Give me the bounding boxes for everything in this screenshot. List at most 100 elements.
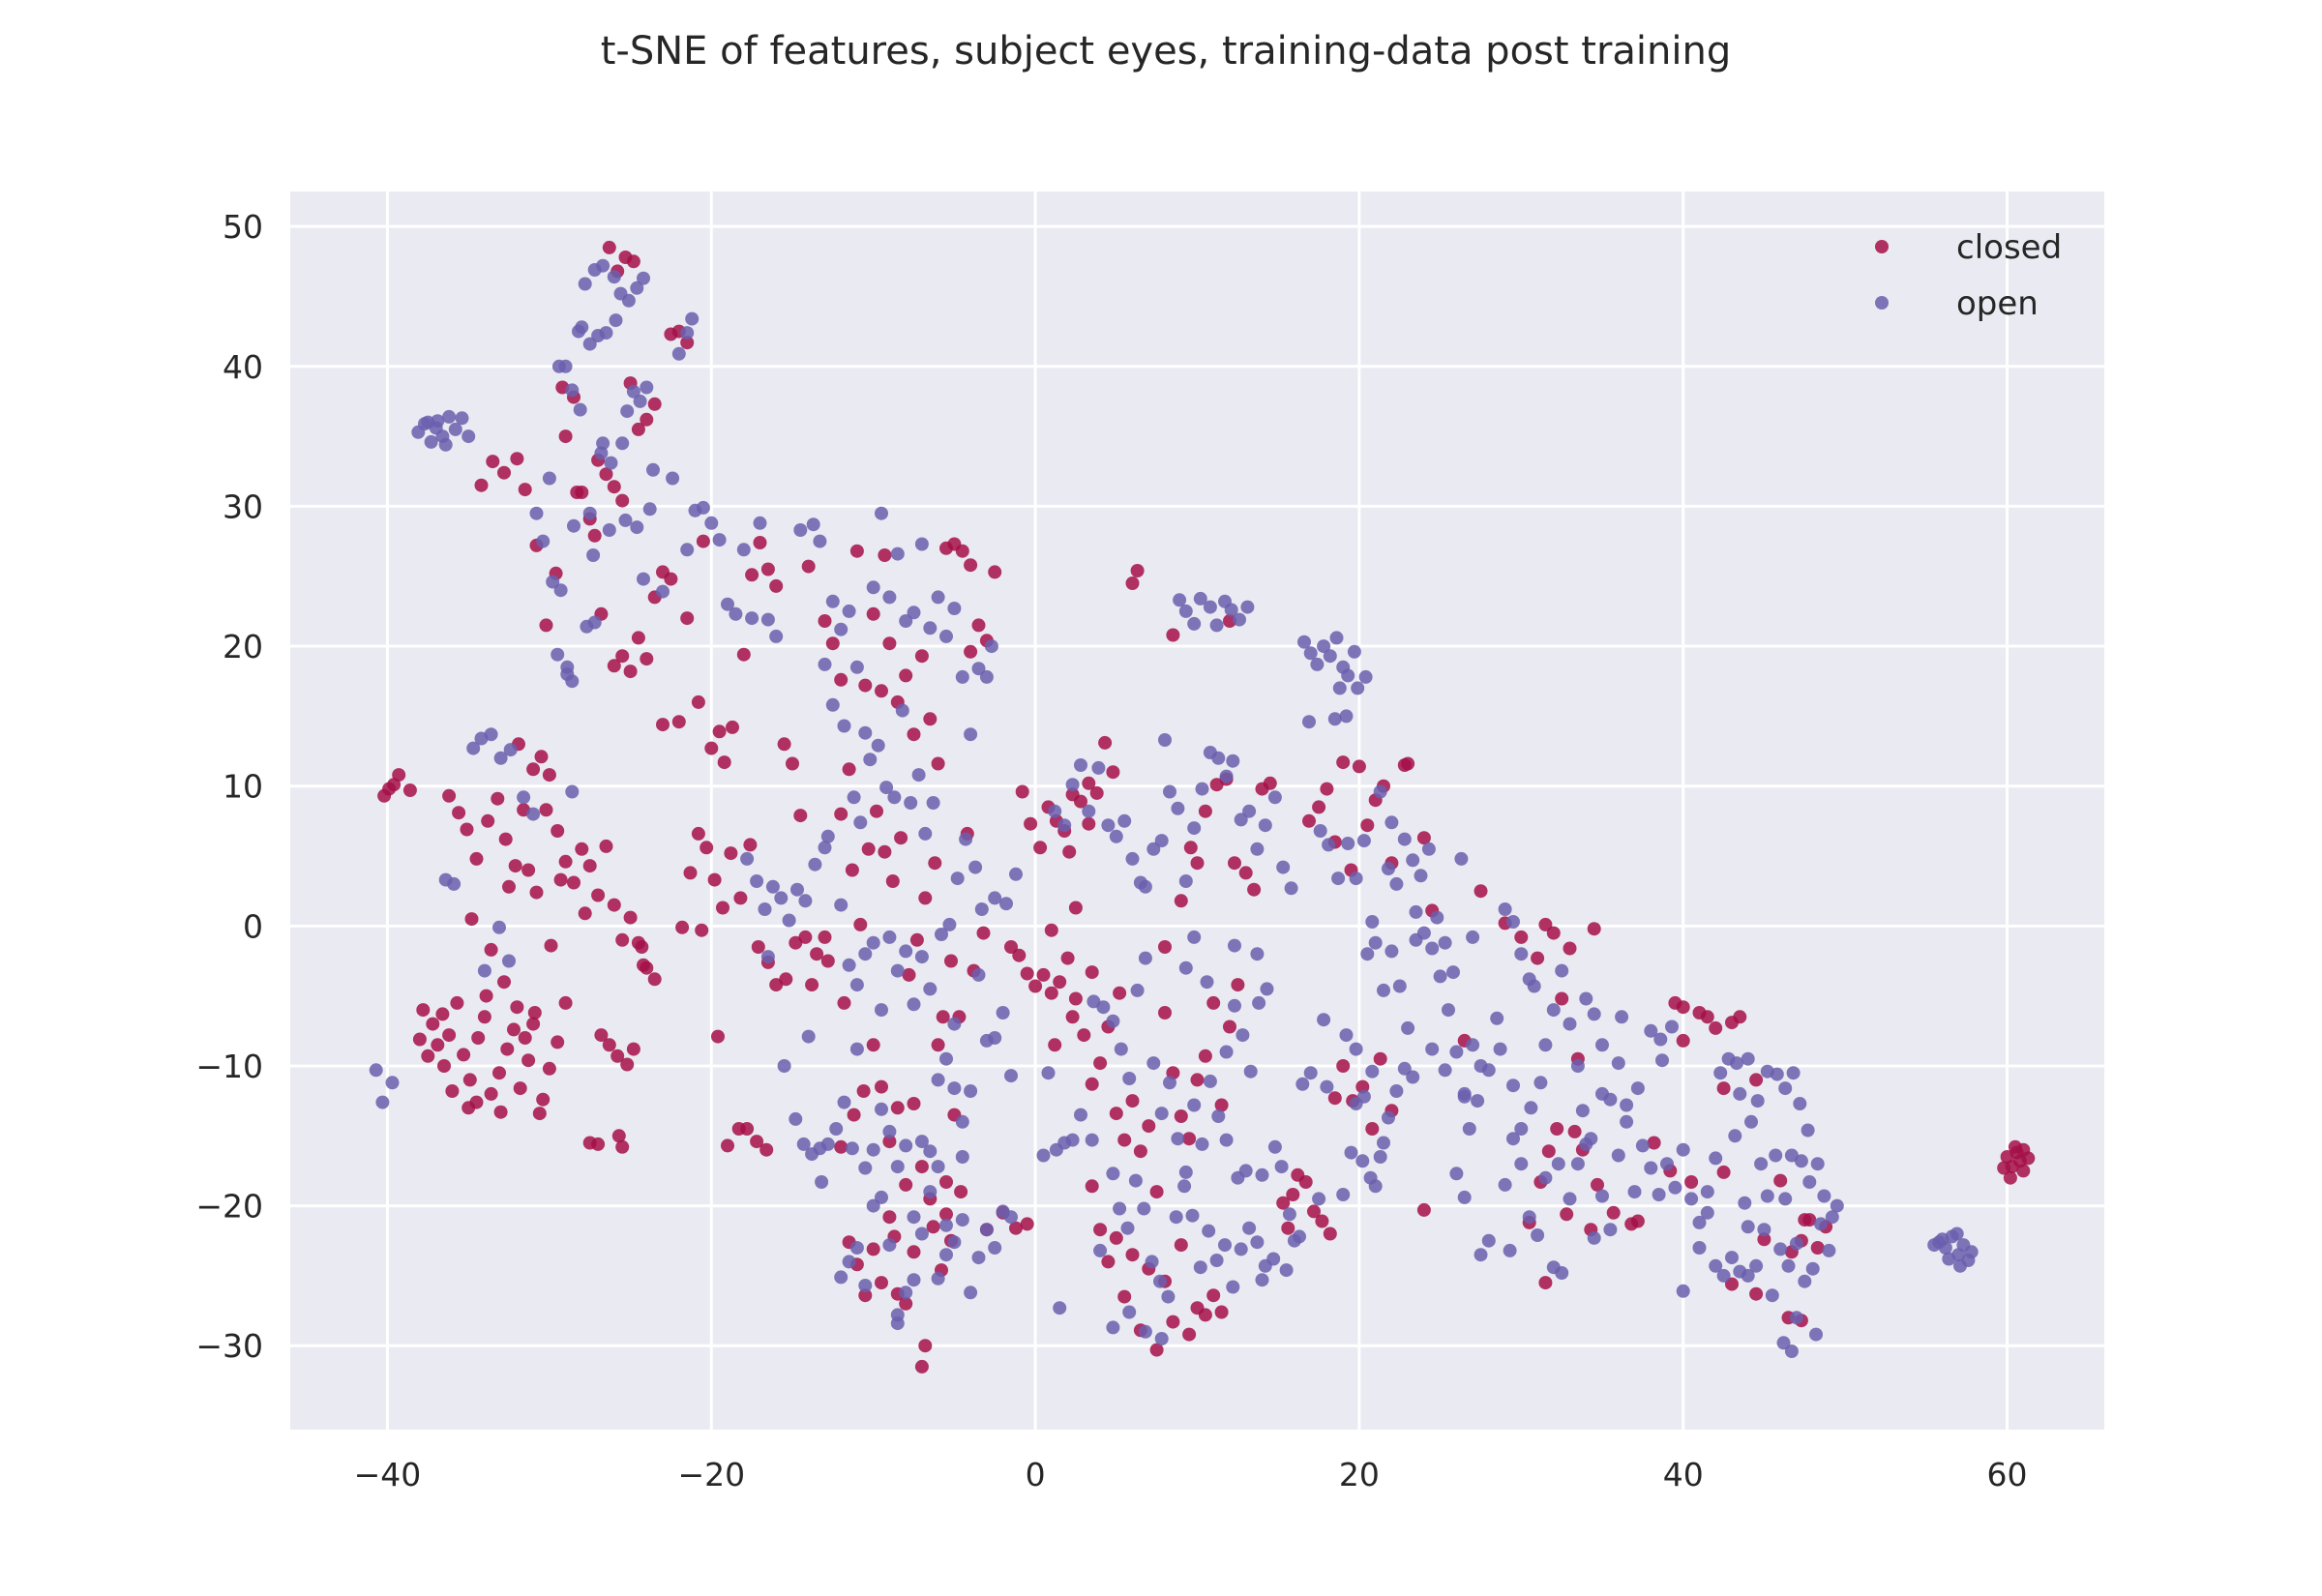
point-open [1284,881,1298,896]
point-closed [611,1129,626,1143]
point-closed [544,938,558,953]
point-closed [753,536,767,549]
point-open [849,660,864,674]
point-open [955,1213,969,1227]
point-open [385,1076,400,1090]
point-closed [1307,1204,1321,1219]
point-closed [1223,1020,1236,1034]
point-open [1313,824,1327,838]
point-closed [853,917,868,931]
point-closed [928,856,942,871]
point-closed [875,684,888,698]
point-open [834,898,848,912]
point-closed [750,1135,764,1149]
point-open [1425,1042,1440,1056]
point-closed [885,874,900,888]
point-open [1514,1157,1529,1171]
point-open [637,271,650,285]
point-open [1789,1311,1803,1325]
point-open [1446,965,1460,980]
point-closed [944,954,958,968]
point-closed [526,1017,541,1031]
point-closed [416,1003,431,1018]
point-open [1490,1011,1504,1025]
point-open [1349,872,1363,886]
point-closed [426,1017,440,1031]
point-open [829,1122,844,1136]
point-closed [1028,979,1043,993]
y-tick-label: −10 [195,1048,263,1085]
point-closed [1320,782,1334,796]
scatter-points [369,240,2036,1374]
point-open [1570,1059,1585,1073]
y-tick-label: 20 [223,628,263,665]
point-closed [558,429,573,444]
point-closed [623,910,638,925]
point-open [1178,1165,1193,1179]
point-open [1344,1145,1358,1160]
point-closed [620,1057,635,1072]
point-open [736,543,751,557]
y-tick-label: −20 [195,1188,263,1226]
point-open [1163,1076,1176,1090]
point-open [620,404,635,419]
y-tick-label: 50 [223,208,263,246]
point-open [438,437,453,452]
point-closed [484,942,498,957]
legend: closed open [1875,228,2062,323]
point-open [939,629,953,643]
point-open [955,669,969,684]
point-closed [1281,1221,1295,1235]
point-open [633,394,647,408]
point-closed [711,1029,725,1044]
point-open [1538,1038,1553,1052]
x-tick-label: 0 [1026,1456,1046,1493]
point-closed [1044,986,1058,1000]
point-closed [664,572,678,586]
point-open [1716,1268,1731,1283]
point-open [866,1198,880,1213]
point-closed [1591,1177,1604,1192]
point-open [858,725,873,740]
point-closed [558,854,573,869]
point-closed [695,923,709,937]
point-open [1406,1070,1420,1084]
point-closed [500,1042,515,1056]
point-closed [1174,1238,1188,1253]
point-open [1730,1056,1743,1071]
point-closed [1757,1232,1771,1247]
point-open [988,1241,1002,1255]
point-closed [518,483,532,497]
point-closed [842,762,856,777]
point-closed [1336,755,1351,770]
point-open [882,590,897,605]
point-closed [1053,975,1067,990]
point-open [604,456,618,470]
point-open [1351,681,1365,695]
point-closed [1716,1165,1731,1179]
point-open [939,1248,953,1262]
point-closed [551,1035,565,1049]
point-open [1211,1109,1226,1123]
point-closed [1555,991,1569,1006]
point-open [1627,1185,1642,1199]
point-closed [691,695,705,709]
point-closed [610,1049,625,1063]
point-open [565,674,580,689]
point-open [1377,983,1390,997]
point-closed [743,838,758,852]
point-closed [1810,1241,1825,1255]
point-open [1676,1284,1690,1298]
point-open [1466,930,1480,944]
point-open [1041,1066,1056,1080]
point-closed [1077,1028,1091,1043]
point-closed [1190,856,1205,871]
point-open [1310,657,1325,671]
point-open [899,1286,913,1300]
point-closed [532,1107,547,1121]
point-open [866,935,880,950]
point-open [1389,1084,1404,1098]
point-closed [491,791,505,806]
point-open [1171,1132,1185,1146]
point-open [914,537,929,551]
